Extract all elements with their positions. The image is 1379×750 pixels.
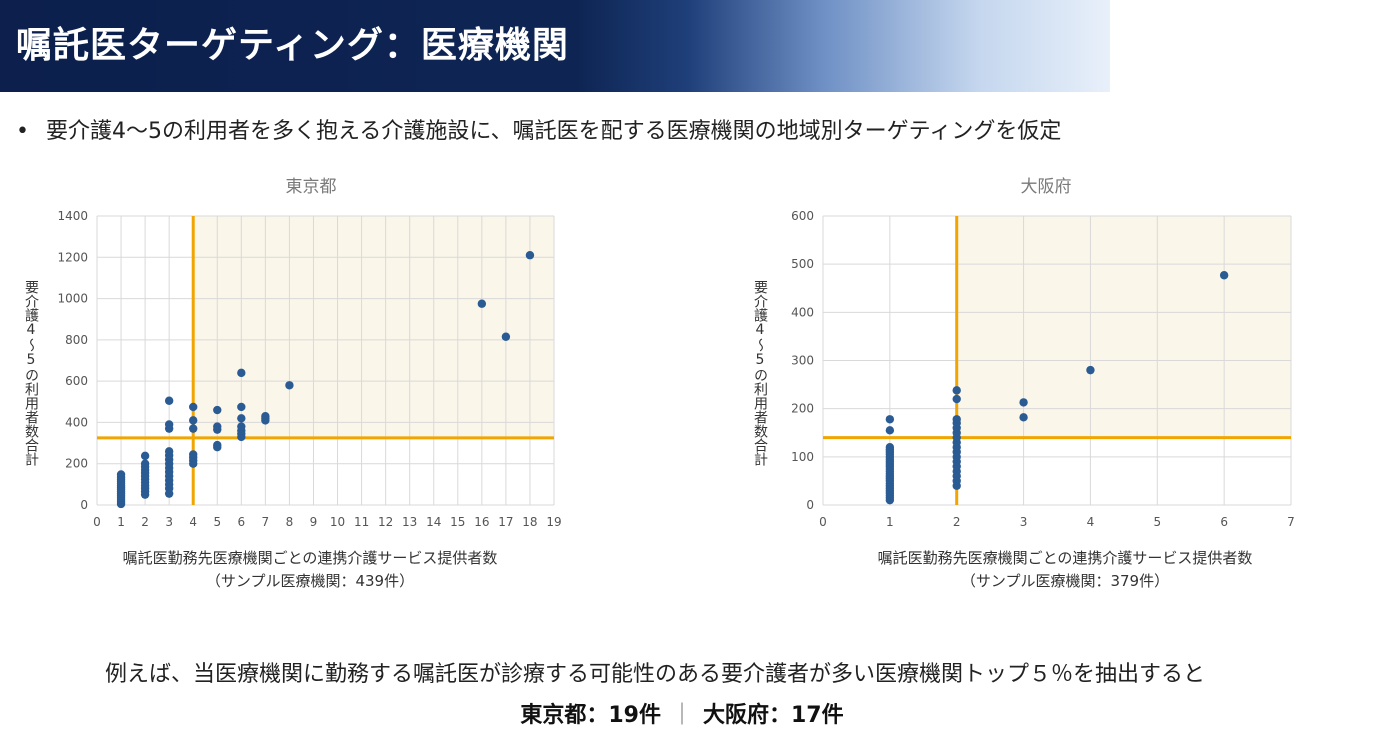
data-point: [952, 415, 961, 424]
summary-text: 例えば、当医療機関に勤務する嘱託医が診療する可能性のある要介護者が多い医療機関ト…: [104, 662, 1205, 687]
x-tick-label: 0: [819, 515, 827, 529]
chart-title-osaka: 大阪府: [1020, 177, 1072, 197]
x-tick-label: 3: [165, 515, 173, 529]
x-tick-label: 9: [310, 515, 318, 529]
data-point: [189, 416, 198, 425]
data-point: [237, 414, 246, 423]
x-tick-label: 5: [213, 515, 221, 529]
x-tick-label: 8: [286, 515, 294, 529]
data-point: [885, 426, 895, 435]
bullet-text: 要介護4～5の利用者を多く抱える介護施設に、嘱託医を配する医療機関の地域別ターゲ…: [46, 119, 1062, 144]
y-tick-label: 400: [65, 415, 88, 429]
data-point: [116, 470, 126, 479]
y-tick-label: 500: [791, 257, 814, 271]
data-point: [189, 402, 198, 412]
data-point: [1019, 398, 1028, 407]
data-point: [952, 386, 961, 395]
result-tokyo: 東京都：19件: [520, 703, 661, 728]
x-tick-label: 10: [330, 515, 345, 529]
x-tick-label: 13: [402, 515, 417, 529]
x-tick-label: 3: [1020, 515, 1028, 529]
y-tick-label: 800: [65, 333, 88, 347]
data-point: [885, 415, 895, 424]
x-tick-label: 6: [237, 515, 245, 529]
data-point: [140, 451, 150, 461]
result-separator: ｜: [670, 703, 693, 728]
data-point: [952, 394, 961, 404]
y-tick-label: 1000: [57, 292, 88, 306]
x-tick-label: 2: [953, 515, 961, 529]
x-axis-label-osaka: 嘱託医勤務先医療機関ごとの連携介護サービス提供者数: [877, 549, 1253, 567]
x-tick-label: 6: [1220, 515, 1228, 529]
result-osaka: 大阪府：17件: [703, 703, 844, 728]
data-point: [237, 422, 246, 431]
y-tick-label: 200: [65, 457, 88, 471]
data-point: [237, 368, 246, 378]
y-tick-label: 600: [65, 374, 88, 388]
data-point: [525, 251, 535, 260]
highlight-region-tokyo: [193, 216, 555, 438]
data-point: [189, 424, 198, 433]
x-tick-label: 4: [1087, 515, 1095, 529]
data-point: [213, 405, 222, 415]
data-point: [213, 422, 222, 431]
x-axis-sublabel-tokyo: （サンプル医療機関：439件）: [205, 572, 415, 590]
y-tick-label: 0: [80, 498, 88, 512]
x-axis-sublabel-osaka: （サンプル医療機関：379件）: [960, 572, 1170, 590]
x-tick-label: 14: [426, 515, 441, 529]
y-axis-label-tokyo: 要介護4～5の利用者数合計: [23, 280, 39, 466]
x-tick-label: 17: [498, 515, 513, 529]
x-tick-label: 5: [1153, 515, 1161, 529]
data-point: [140, 459, 150, 468]
x-tick-label: 19: [546, 515, 561, 529]
x-tick-label: 1: [886, 515, 894, 529]
data-point: [501, 332, 511, 341]
y-tick-label: 300: [791, 354, 814, 368]
data-point: [285, 381, 294, 390]
data-point: [885, 443, 895, 452]
data-point: [164, 396, 174, 405]
data-point: [477, 299, 487, 308]
x-tick-label: 18: [522, 515, 537, 529]
y-tick-label: 100: [791, 450, 814, 464]
highlight-region-osaka: [956, 216, 1291, 438]
x-tick-label: 11: [354, 515, 369, 529]
y-tick-label: 400: [791, 305, 814, 319]
data-point: [164, 447, 174, 456]
x-tick-label: 15: [450, 515, 465, 529]
x-tick-label: 7: [262, 515, 270, 529]
x-tick-label: 4: [189, 515, 197, 529]
scatter-chart-osaka: 0 1 2 3 4 5 6 7 0 100 200 300 400 500 600: [791, 209, 1295, 529]
chart-title-tokyo: 東京都: [285, 177, 337, 197]
data-point: [164, 420, 174, 429]
y-tick-label: 1200: [57, 250, 88, 264]
scatter-chart-tokyo: 0 1 2 3 4 5 6 7 8 9 10 11 12 13 14 15 16 17 18 190200400600…: [57, 209, 561, 529]
bullet-dot: •: [16, 119, 29, 144]
data-point: [1019, 413, 1028, 422]
x-tick-label: 12: [378, 515, 393, 529]
x-tick-label: 0: [93, 515, 101, 529]
data-point: [1086, 365, 1095, 375]
result-line: 東京都：19件 ｜ 大阪府：17件: [0, 697, 1364, 729]
x-tick-label: 16: [474, 515, 489, 529]
x-tick-label: 1: [117, 515, 125, 529]
y-axis-label-osaka: 要介護4～5の利用者数合計: [752, 280, 768, 466]
page-title: 嘱託医ターゲティング：医療機関: [16, 25, 569, 66]
data-point: [261, 412, 270, 421]
data-point: [213, 440, 222, 450]
x-tick-label: 7: [1287, 515, 1295, 529]
data-point: [189, 450, 198, 459]
data-point: [237, 402, 246, 412]
bullet-point: • 要介護4～5の利用者を多く抱える介護施設に、嘱託医を配する医療機関の地域別ター…: [16, 113, 1061, 145]
y-tick-label: 0: [806, 498, 814, 512]
y-tick-label: 600: [791, 209, 814, 223]
x-axis-label-tokyo: 嘱託医勤務先医療機関ごとの連携介護サービス提供者数: [122, 549, 498, 567]
x-tick-label: 2: [141, 515, 149, 529]
header-banner: 嘱託医ターゲティング：医療機関: [0, 0, 1110, 92]
y-tick-label: 1400: [57, 209, 88, 223]
y-tick-label: 200: [791, 402, 814, 416]
data-point: [1219, 271, 1229, 280]
